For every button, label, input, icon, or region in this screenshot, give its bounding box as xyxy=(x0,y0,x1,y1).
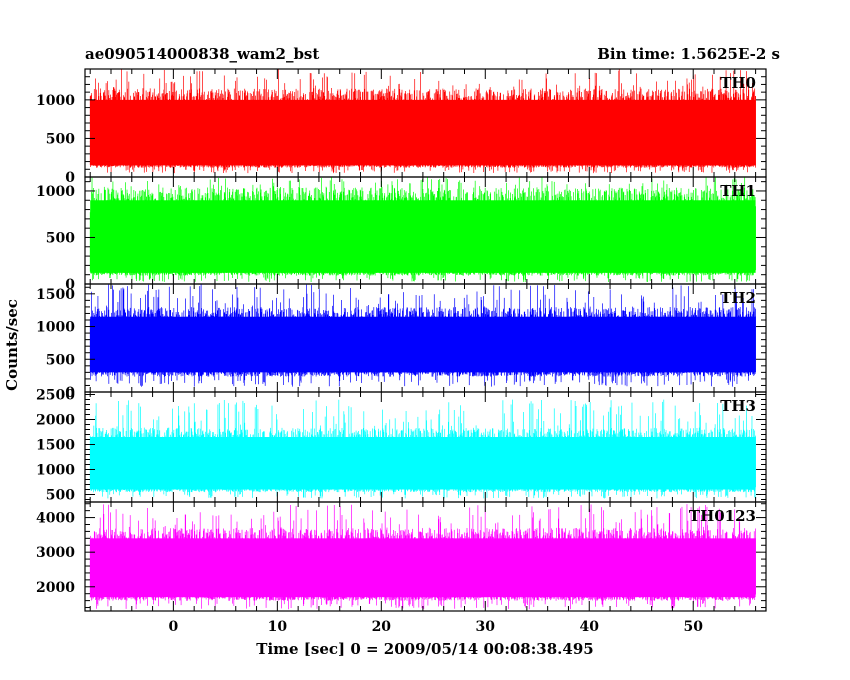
y-tick-label: 500 xyxy=(46,131,75,147)
series-core-th2 xyxy=(90,316,756,373)
x-tick-label: 50 xyxy=(683,619,703,635)
panel-frame xyxy=(84,501,767,612)
title-right: Bin time: 1.5625E-2 s xyxy=(597,45,780,63)
x-tick-label: 40 xyxy=(580,619,600,635)
series-core-th3 xyxy=(90,437,756,490)
panel-th0123: 2000 3000 4000 TH0123 xyxy=(36,501,767,612)
panel-label-th3: TH3 xyxy=(720,397,756,415)
y-tick-label: 500 xyxy=(46,488,75,504)
y-tick-label: 0 xyxy=(65,170,75,186)
panel-label-th2: TH2 xyxy=(720,289,756,307)
y-tick-label: 1500 xyxy=(36,438,75,454)
y-tick-label: 2000 xyxy=(36,413,75,429)
y-tick-label: 3000 xyxy=(36,545,75,561)
y-tick-label: 2500 xyxy=(36,388,75,404)
y-tick-label: 2000 xyxy=(36,580,75,596)
y-tick-label: 1000 xyxy=(36,463,75,479)
x-axis-label: Time [sec] 0 = 2009/05/14 00:08:38.495 xyxy=(256,640,593,658)
title-left: ae090514000838_wam2_bst xyxy=(85,45,319,63)
y-axis-label: Counts/sec xyxy=(3,299,21,391)
y-tick-label: 1000 xyxy=(36,320,75,336)
y-tick-label: 0 xyxy=(65,385,75,401)
panel-th1: 0 500 1000 TH1 xyxy=(36,176,767,293)
y-tick-label: 1500 xyxy=(36,287,75,303)
y-tick-label: 1000 xyxy=(36,93,75,109)
panel-label-th0: TH0 xyxy=(720,74,756,92)
y-tick-label: 0 xyxy=(65,277,75,293)
panel-th0: 0 500 1000 TH0 xyxy=(36,68,767,186)
x-tick-label: 10 xyxy=(268,619,288,635)
series-core-th0 xyxy=(90,99,756,166)
panel-th3: 500 1000 1500 2000 2500 TH3 xyxy=(36,388,767,504)
y-tick-label: 500 xyxy=(46,352,75,368)
x-tick-label: 20 xyxy=(372,619,392,635)
y-tick-label: 1000 xyxy=(36,184,75,200)
series-core-th1 xyxy=(90,200,756,273)
series-core-th0123 xyxy=(90,538,756,598)
y-tick-label: 4000 xyxy=(36,511,75,527)
panel-label-th1: TH1 xyxy=(720,182,756,200)
panel-th2: 0 500 1000 1500 TH2 xyxy=(36,283,767,401)
x-tick-label: 0 xyxy=(168,619,178,635)
x-tick-label: 30 xyxy=(476,619,496,635)
y-tick-label: 500 xyxy=(46,230,75,246)
panel-label-th0123: TH0123 xyxy=(689,507,756,525)
